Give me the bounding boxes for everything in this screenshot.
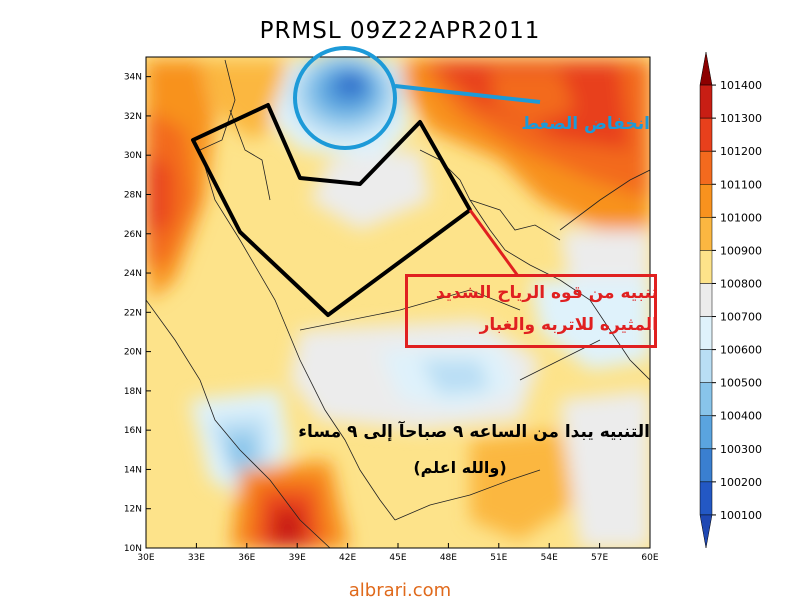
lat-tick-label: 14N bbox=[124, 465, 142, 475]
lon-tick-label: 60E bbox=[641, 553, 658, 563]
lat-tick-label: 10N bbox=[124, 544, 142, 554]
colorbar-label: 100300 bbox=[720, 443, 762, 456]
colorbar-label: 100400 bbox=[720, 410, 762, 423]
lon-tick-label: 36E bbox=[238, 553, 255, 563]
lon-tick-label: 39E bbox=[289, 553, 306, 563]
colorbar-segment bbox=[699, 448, 713, 483]
lon-tick-label: 54E bbox=[541, 553, 558, 563]
colorbar-label: 101300 bbox=[720, 112, 762, 125]
longitude-ticks: 30E 33E 36E 39E 42E 45E 48E 51E 54E 57E 60E bbox=[137, 543, 659, 563]
wind-warning-pointer bbox=[468, 209, 520, 277]
lat-tick-label: 34N bbox=[124, 73, 142, 83]
lon-tick-label: 51E bbox=[490, 553, 507, 563]
map-title: PRMSL 09Z22APR2011 bbox=[259, 18, 541, 44]
low-pressure-pointer bbox=[394, 84, 541, 104]
lat-tick-label: 20N bbox=[124, 348, 142, 358]
colorbar-segment bbox=[699, 217, 713, 251]
colorbar: 101400 101300 101200 101100 101000 100900 1008… bbox=[699, 51, 762, 549]
colorbar-label: 101000 bbox=[720, 211, 762, 224]
colorbar-segment bbox=[699, 117, 713, 152]
colorbar-segment bbox=[699, 250, 713, 284]
colorbar-label: 100700 bbox=[720, 311, 762, 324]
coastlines bbox=[146, 59, 650, 548]
latitude-ticks: 34N 32N 30N 28N 26N 24N 22N 20N 18N 16N 14N 12N 10N bbox=[124, 73, 151, 554]
colorbar-segment bbox=[699, 316, 713, 350]
colorbar-segment bbox=[699, 184, 713, 218]
colorbar-label: 101200 bbox=[720, 145, 762, 158]
lat-tick-label: 24N bbox=[124, 269, 142, 279]
colorbar-label: 100500 bbox=[720, 377, 762, 390]
colorbar-segment bbox=[699, 150, 713, 185]
low-pressure-circle bbox=[293, 46, 397, 150]
wind-warning-line1: تنبيه من قوه الرياح الشديد bbox=[435, 283, 658, 303]
lat-tick-label: 18N bbox=[124, 387, 142, 397]
wind-warning-box bbox=[405, 274, 657, 348]
lon-tick-label: 48E bbox=[440, 553, 457, 563]
lat-tick-label: 26N bbox=[124, 230, 142, 240]
colorbar-label: 100200 bbox=[720, 476, 762, 489]
lat-tick-label: 28N bbox=[124, 190, 142, 200]
lon-tick-label: 45E bbox=[389, 553, 406, 563]
colorbar-segment bbox=[699, 382, 713, 416]
lat-tick-label: 30N bbox=[124, 151, 142, 161]
colorbar-segment bbox=[699, 349, 713, 383]
site-credit: albrari.com bbox=[348, 580, 452, 601]
lat-tick-label: 16N bbox=[124, 426, 142, 436]
lon-tick-label: 33E bbox=[188, 553, 205, 563]
colorbar-label: 100100 bbox=[720, 509, 762, 522]
warning-time-label: التنبيه يبدا من الساعه ٩ صباحآ إلى ٩ مسا… bbox=[298, 422, 650, 442]
lon-tick-label: 30E bbox=[137, 553, 154, 563]
allah-knows-label: (والله اعلم) bbox=[413, 458, 507, 477]
wind-warning-line2: المثيره للاتربه والغبار bbox=[479, 315, 658, 335]
colorbar-segment bbox=[699, 514, 713, 549]
colorbar-segment bbox=[699, 283, 713, 317]
colorbar-label: 101100 bbox=[720, 178, 762, 191]
colorbar-segment bbox=[699, 51, 713, 86]
lat-tick-label: 32N bbox=[124, 112, 142, 122]
lat-tick-label: 22N bbox=[124, 308, 142, 318]
lat-tick-label: 12N bbox=[124, 505, 142, 515]
colorbar-label: 100800 bbox=[720, 277, 762, 290]
warning-outline-polygon bbox=[191, 103, 472, 317]
lon-tick-label: 42E bbox=[339, 553, 356, 563]
colorbar-segment bbox=[699, 415, 713, 450]
colorbar-segment bbox=[699, 84, 713, 119]
colorbar-label: 100600 bbox=[720, 344, 762, 357]
colorbar-label: 101400 bbox=[720, 79, 762, 92]
lon-tick-label: 57E bbox=[591, 553, 608, 563]
colorbar-segment bbox=[699, 481, 713, 516]
low-pressure-label: انخفاض الضغط bbox=[521, 114, 650, 134]
colorbar-label: 100900 bbox=[720, 244, 762, 257]
